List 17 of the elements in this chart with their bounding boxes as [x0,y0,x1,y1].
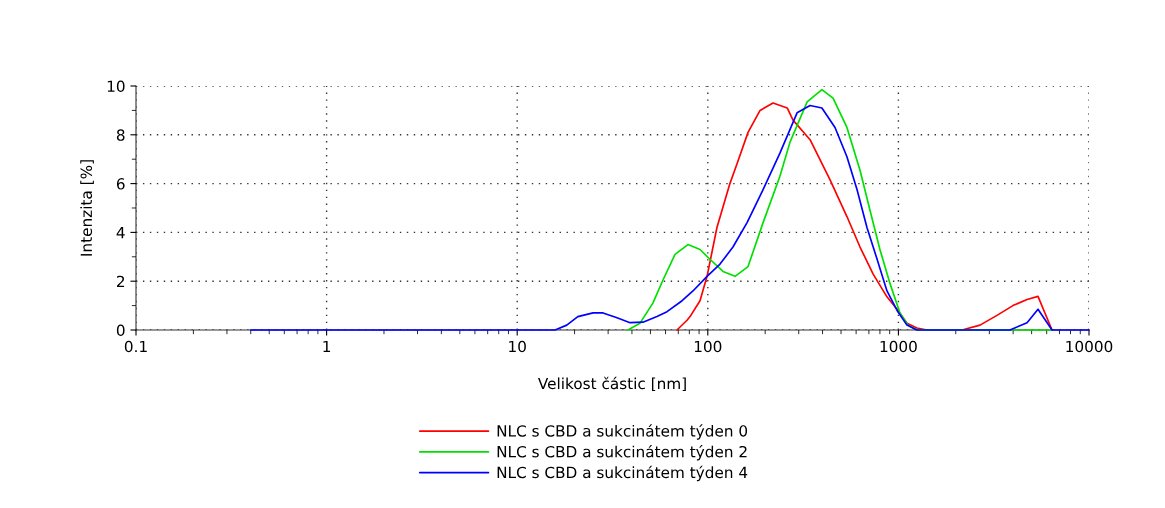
x-axis-title: Velikost částic [nm] [537,376,686,392]
y-tick-label: 6 [116,178,125,190]
x-tick-label: 1000 [880,340,917,353]
legend-label: NLC s CBD a sukcinátem týden 0 [497,424,748,440]
x-tick-label: 10000 [1066,340,1113,353]
y-tick-label: 4 [116,227,125,239]
y-tick-label: 0 [116,324,125,337]
y-tick-label: 2 [116,275,125,287]
y-tick-label: 8 [116,129,125,141]
x-tick-label: 10 [509,340,526,353]
x-tick-label: 1 [323,340,331,353]
legend-label: NLC s CBD a sukcinátem týden 4 [497,465,748,482]
x-tick-label: 0.1 [124,340,147,353]
y-axis-title: Intenzita [%] [80,160,94,256]
legend-label: NLC s CBD a sukcinátem týden 2 [497,445,747,461]
y-tick-label: 10 [107,80,125,93]
x-tick-label: 100 [694,340,722,353]
